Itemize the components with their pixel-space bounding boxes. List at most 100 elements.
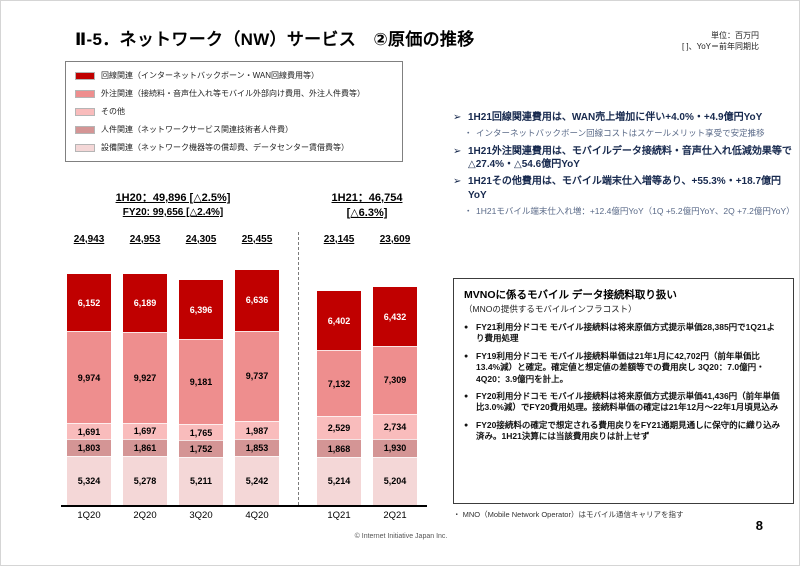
other-segment: 1,691 bbox=[67, 423, 111, 439]
bar-total: 24,953 bbox=[129, 233, 161, 245]
equipment-swatch bbox=[75, 143, 95, 152]
x-axis-label: 2Q21 bbox=[383, 509, 407, 521]
header-1h20-value: 1H20：49,896 [△2.5%] bbox=[115, 192, 231, 204]
mvno-bullet: ● FY21利用分ドコモ モバイル接続料は将来原価方式提示単価28,385円で1Q… bbox=[464, 322, 783, 345]
insight-text: 1H21その他費用は、モバイル端末仕入増等あり、+55.3%・+18.7億円Yo… bbox=[468, 176, 782, 202]
personnel-segment: 1,853 bbox=[235, 439, 279, 457]
mvno-bullets: ● FY21利用分ドコモ モバイル接続料は将来原価方式提示単価28,385円で1Q… bbox=[464, 322, 783, 442]
bar-column: 6,432 7,309 2,734 1,930 5,204 bbox=[367, 255, 423, 505]
equipment-segment: 5,278 bbox=[123, 456, 167, 505]
circuit-segment: 6,152 bbox=[67, 274, 111, 332]
other-segment: 1,697 bbox=[123, 423, 167, 439]
legend-item-personnel: 人件関連（ネットワークサービス関連技術者人件費） bbox=[75, 124, 393, 135]
other-swatch bbox=[75, 107, 95, 116]
header-1h21: 1H21：46,754 [△6.3%] bbox=[311, 191, 423, 221]
chart-body: 24,943 24,953 24,305 25,455 23,145 23,609 6,1… bbox=[61, 231, 427, 521]
stacked-bar: 6,432 7,309 2,734 1,930 5,204 bbox=[373, 286, 417, 505]
personnel-segment: 1,930 bbox=[373, 438, 417, 457]
insight-text: 1H21外注関連費用は、モバイルデータ接続料・音声仕入れ低減効果等で△27.4%… bbox=[468, 145, 792, 171]
circuit-segment: 6,432 bbox=[373, 286, 417, 347]
equipment-segment: 5,242 bbox=[235, 456, 279, 505]
header-1h20: 1H20：49,896 [△2.5%] FY20: 99,656 [△2.4%] bbox=[61, 191, 285, 221]
arrow-bullet-icon: ➢ bbox=[453, 112, 462, 123]
bar-total: 23,609 bbox=[379, 233, 411, 245]
mvno-bullet: ● FY19利用分ドコモ モバイル接続料単価は21年1月に42,702円（前年単価… bbox=[464, 351, 783, 385]
insight-sub-text: インターネットバックボーン回線コストはスケールメリット享受で安定推移 bbox=[476, 127, 765, 138]
legend-label: 外注関連（接続料・音声仕入れ等モバイル外部向け費用、外注人件費等） bbox=[101, 89, 365, 98]
unit-note: 単位：百万円 bbox=[711, 31, 759, 40]
bar-column: 6,636 9,737 1,987 1,853 5,242 bbox=[229, 255, 285, 505]
equipment-segment: 5,204 bbox=[373, 456, 417, 505]
other-segment: 1,987 bbox=[235, 420, 279, 440]
x-axis-label: 2Q20 bbox=[133, 509, 157, 521]
x-axis-label: 1Q20 bbox=[77, 509, 101, 521]
circuit-swatch bbox=[75, 71, 95, 80]
bar-total: 23,145 bbox=[323, 233, 355, 245]
outsourcing-segment: 7,132 bbox=[317, 350, 361, 417]
bar-column: 6,402 7,132 2,529 1,868 5,214 bbox=[311, 255, 367, 505]
totals-row: 24,943 24,953 24,305 25,455 23,145 23,609 bbox=[61, 234, 427, 255]
insight-item: ➢ 1H21回線関連費用は、WAN売上増加に伴い+4.0%・+4.9億円YoY bbox=[453, 111, 797, 125]
bar-total: 24,305 bbox=[185, 233, 217, 245]
circuit-segment: 6,636 bbox=[235, 269, 279, 332]
insight-subitem: ・インターネットバックボーン回線コストはスケールメリット享受で安定推移 bbox=[453, 128, 797, 140]
stacked-bar: 6,189 9,927 1,697 1,861 5,278 bbox=[123, 274, 167, 505]
x-axis-label: 3Q20 bbox=[189, 509, 213, 521]
x-axis: 1Q20 2Q20 3Q20 4Q20 1Q21 2Q21 bbox=[61, 510, 427, 521]
circle-bullet-icon: ● bbox=[464, 392, 469, 400]
circuit-segment: 6,402 bbox=[317, 291, 361, 351]
mno-note: ・ MNO（Mobile Network Operator）はモバイル通信キャリ… bbox=[453, 510, 684, 519]
circuit-segment: 6,189 bbox=[123, 274, 167, 332]
cost-chart: 1H20：49,896 [△2.5%] FY20: 99,656 [△2.4%]… bbox=[61, 191, 427, 521]
copyright: © Internet Initiative Japan Inc. bbox=[354, 533, 448, 540]
other-segment: 2,734 bbox=[373, 413, 417, 439]
arrow-bullet-icon: ➢ bbox=[453, 176, 462, 188]
yoy-note: [ ]、YoY＝前年同期比 bbox=[681, 42, 759, 52]
insights-list: ➢ 1H21回線関連費用は、WAN売上増加に伴い+4.0%・+4.9億円YoY ・イ… bbox=[453, 111, 797, 218]
bar-column: 6,396 9,181 1,765 1,752 5,211 bbox=[173, 255, 229, 505]
period-divider bbox=[298, 231, 299, 505]
arrow-bullet-icon: ➢ bbox=[453, 145, 462, 157]
mvno-bullet-text: FY21利用分ドコモ モバイル接続料は将来原価方式提示単価28,385円で1Q2… bbox=[476, 322, 775, 344]
bars-row: 6,152 9,974 1,691 1,803 5,324 6,189 9,927 1,697… bbox=[61, 255, 427, 507]
other-segment: 2,529 bbox=[317, 416, 361, 440]
header-1h21-value: 1H21：46,754 bbox=[331, 192, 403, 204]
outsourcing-segment: 7,309 bbox=[373, 346, 417, 414]
insights-panel: ➢ 1H21回線関連費用は、WAN売上増加に伴い+4.0%・+4.9億円YoY ・イ… bbox=[453, 111, 797, 223]
personnel-segment: 1,752 bbox=[179, 440, 223, 457]
legend-item-circuit: 回線関連（インターネットバックボーン・WAN回線費用等） bbox=[75, 70, 393, 81]
bar-column: 6,152 9,974 1,691 1,803 5,324 bbox=[61, 255, 117, 505]
legend-box: 回線関連（インターネットバックボーン・WAN回線費用等） 外注関連（接続料・音声仕… bbox=[65, 61, 403, 162]
dot-bullet-icon: ・ bbox=[464, 205, 473, 216]
personnel-segment: 1,868 bbox=[317, 439, 361, 457]
x-axis-label: 1Q21 bbox=[327, 509, 351, 521]
mvno-bullet-text: FY20利用分ドコモ モバイル接続料は将来原価方式提示単価41,436円（前年単… bbox=[476, 390, 780, 413]
dot-bullet-icon: ・ bbox=[464, 127, 473, 138]
outsourcing-segment: 9,737 bbox=[235, 331, 279, 421]
mvno-bullet: ● FY20接続料の確定で想定される費用戻りをFY21通期見通しに保守的に織り込み… bbox=[464, 420, 783, 443]
other-segment: 1,765 bbox=[179, 424, 223, 441]
legend-item-outsourcing: 外注関連（接続料・音声仕入れ等モバイル外部向け費用、外注人件費等） bbox=[75, 88, 393, 99]
bar-column: 6,189 9,927 1,697 1,861 5,278 bbox=[117, 255, 173, 505]
mvno-subtitle: （MNOの提供するモバイルインフラコスト） bbox=[464, 304, 637, 314]
bar-total: 25,455 bbox=[241, 233, 273, 245]
insight-sub-text: 1H21モバイル端末仕入れ増：+12.4億円YoY（1Q +5.2億円YoY、2… bbox=[476, 205, 795, 216]
page-title: Ⅱ-5．ネットワーク（NW）サービス ②原価の推移 bbox=[75, 30, 475, 49]
insight-item: ➢ 1H21その他費用は、モバイル端末仕入増等あり、+55.3%・+18.7億円Y… bbox=[453, 175, 797, 203]
mvno-bullet-text: FY19利用分ドコモ モバイル接続料単価は21年1月に42,702円（前年単価比… bbox=[476, 350, 765, 384]
circle-bullet-icon: ● bbox=[464, 421, 469, 429]
circuit-segment: 6,396 bbox=[179, 280, 223, 340]
chart-headers: 1H20：49,896 [△2.5%] FY20: 99,656 [△2.4%]… bbox=[61, 191, 427, 221]
circle-bullet-icon: ● bbox=[464, 352, 469, 360]
legend-label: 回線関連（インターネットバックボーン・WAN回線費用等） bbox=[101, 71, 319, 80]
stacked-bar: 6,402 7,132 2,529 1,868 5,214 bbox=[317, 291, 361, 505]
stacked-bar: 6,396 9,181 1,765 1,752 5,211 bbox=[179, 280, 223, 505]
mvno-box: MVNOに係るモバイル データ接続料取り扱い （MNOの提供するモバイルインフラ… bbox=[453, 278, 794, 504]
bar-total: 24,943 bbox=[73, 233, 105, 245]
personnel-swatch bbox=[75, 125, 95, 134]
outsourcing-swatch bbox=[75, 89, 95, 98]
insight-subitem: ・ 1H21モバイル端末仕入れ増：+12.4億円YoY（1Q +5.2億円YoY、… bbox=[453, 206, 797, 218]
insight-item: ➢ 1H21外注関連費用は、モバイルデータ接続料・音声仕入れ低減効果等で△27.4… bbox=[453, 145, 797, 173]
legend-item-equipment: 設備関連（ネットワーク機器等の償却費、データセンター賃借費等） bbox=[75, 142, 393, 153]
